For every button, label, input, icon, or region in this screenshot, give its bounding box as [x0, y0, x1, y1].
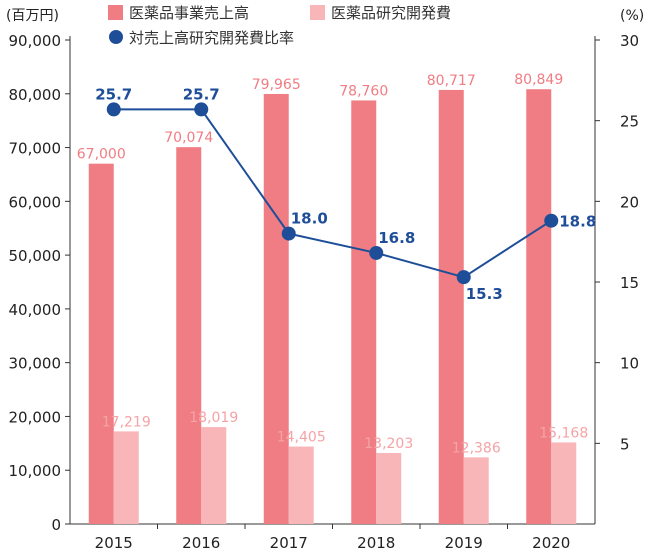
- sales-bar: [88, 163, 114, 524]
- left-tick-label: 70,000: [9, 140, 62, 158]
- left-tick-label: 30,000: [9, 355, 62, 373]
- ratio-data-label: 18.8: [559, 213, 596, 231]
- ratio-data-label: 15.3: [466, 285, 503, 303]
- rd-data-label: 18,019: [189, 410, 238, 426]
- ratio-point: [281, 226, 296, 241]
- left-tick-label: 90,000: [9, 32, 62, 50]
- right-tick-label: 15: [620, 274, 639, 292]
- x-axis: 2015 2016 2017 2018 2019 2020: [70, 523, 595, 552]
- rd-data-label: 13,203: [364, 436, 413, 452]
- legend: 医薬品事業売上高 医薬品研究開発費 対売上高研究開発費比率: [108, 4, 451, 47]
- ratio-point: [194, 102, 209, 117]
- ratio-point: [106, 102, 121, 117]
- sales-data-label: 80,717: [427, 73, 476, 89]
- right-tick-label: 5: [620, 435, 630, 453]
- legend-swatch-rd: [310, 5, 325, 20]
- rd-bar: [288, 446, 314, 524]
- rd-data-label: 17,219: [102, 414, 151, 430]
- right-tick-label: 20: [620, 193, 639, 211]
- sales-bar: [526, 89, 552, 525]
- right-tick-label: 30: [620, 32, 639, 50]
- left-axis: 0 10,000 20,000 30,000 40,000 50,000 60,000 70,…: [9, 32, 71, 534]
- rd-data-label: 15,168: [539, 425, 588, 441]
- left-tick-label: 80,000: [9, 86, 62, 104]
- left-axis-unit: (百万円): [6, 8, 59, 24]
- right-axis-unit: (%): [620, 8, 644, 24]
- sales-data-label: 79,965: [252, 77, 301, 93]
- ratio-line: [113, 108, 552, 279]
- x-tick-label: 2016: [182, 534, 220, 552]
- rd-bar: [551, 442, 577, 524]
- legend-label-rd: 医薬品研究開発費: [331, 4, 451, 22]
- ratio-data-label: 25.7: [183, 85, 220, 103]
- left-tick-label: 20,000: [9, 408, 62, 426]
- rd-bar: [463, 457, 489, 524]
- sales-bar: [263, 93, 289, 524]
- rd-bar: [113, 431, 139, 524]
- legend-marker-ratio: [109, 30, 123, 44]
- sales-bar: [438, 89, 464, 525]
- sales-data-label: 78,760: [339, 83, 388, 99]
- rd-data-label: 12,386: [452, 440, 501, 456]
- left-tick-label: 60,000: [9, 193, 62, 211]
- rd-data-label: 14,405: [277, 430, 326, 446]
- rd-bar: [201, 427, 227, 524]
- ratio-data-label: 18.0: [291, 210, 328, 228]
- ratio-point: [456, 270, 471, 285]
- left-tick-label: 50,000: [9, 247, 62, 265]
- x-tick-label: 2019: [445, 534, 483, 552]
- sales-data-label: 70,074: [164, 130, 213, 146]
- legend-label-sales: 医薬品事業売上高: [129, 4, 249, 22]
- right-tick-label: 25: [620, 113, 639, 131]
- x-tick-label: 2020: [532, 534, 570, 552]
- legend-label-ratio: 対売上高研究開発費比率: [129, 29, 294, 47]
- bar-series: 67,000 17,219 70,074 18,019 79,965 14,405 78,7…: [77, 72, 588, 525]
- ratio-data-label: 25.7: [95, 85, 132, 103]
- left-tick-label: 40,000: [9, 301, 62, 319]
- right-axis: 5 10 15 20 25 30: [594, 32, 639, 524]
- left-tick-label: 10,000: [9, 462, 62, 480]
- x-tick-label: 2017: [270, 534, 308, 552]
- sales-data-label: 67,000: [77, 147, 126, 163]
- ratio-point: [544, 213, 559, 228]
- legend-swatch-sales: [108, 5, 123, 20]
- left-tick-label: 0: [51, 516, 61, 534]
- rd-bar: [376, 452, 402, 524]
- ratio-data-label: 16.8: [378, 229, 415, 247]
- sales-bar: [351, 100, 377, 524]
- x-tick-label: 2018: [357, 534, 395, 552]
- x-tick-label: 2015: [95, 534, 133, 552]
- sales-bar: [176, 147, 202, 524]
- right-tick-label: 10: [620, 355, 639, 373]
- sales-data-label: 80,849: [514, 72, 563, 88]
- ratio-line-series: 25.7 25.7 18.0 16.8 15.3 18.8: [95, 85, 596, 303]
- ratio-point: [369, 245, 384, 260]
